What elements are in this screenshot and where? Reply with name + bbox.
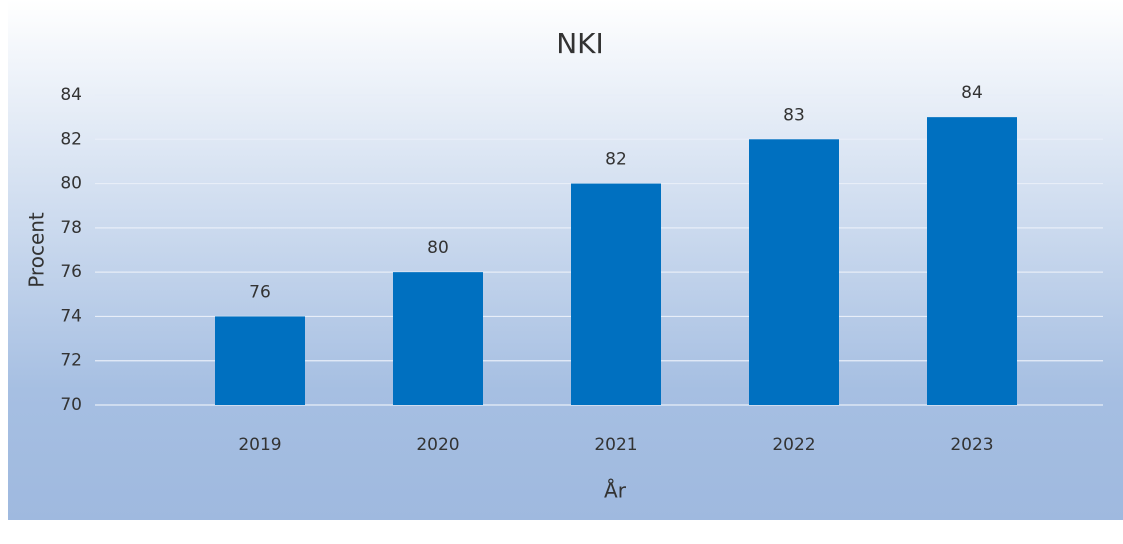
y-tick-label: 84 — [60, 85, 82, 105]
bar — [215, 316, 305, 405]
y-tick-label: 78 — [60, 218, 82, 238]
x-tick-label: 2023 — [950, 435, 993, 455]
data-label: 83 — [783, 105, 805, 125]
x-axis-label: År — [604, 479, 627, 503]
bar — [749, 139, 839, 406]
data-label: 76 — [249, 282, 271, 302]
chart-title: NKI — [556, 27, 604, 60]
x-tick-label: 2019 — [238, 435, 281, 455]
y-axis-label: Procent — [25, 212, 49, 288]
y-tick-label: 70 — [60, 395, 82, 415]
y-tick-label: 74 — [60, 306, 82, 326]
bar — [927, 117, 1017, 406]
bar — [393, 272, 483, 405]
x-tick-label: 2021 — [594, 435, 637, 455]
y-tick-label: 72 — [60, 351, 82, 371]
y-tick-label: 76 — [60, 262, 82, 282]
y-tick-label: 82 — [60, 129, 82, 149]
data-label: 80 — [427, 238, 449, 258]
bar — [571, 183, 661, 405]
y-tick-label: 80 — [60, 174, 82, 194]
data-label: 82 — [605, 150, 627, 170]
x-tick-label: 2022 — [772, 435, 815, 455]
x-tick-label: 2020 — [416, 435, 459, 455]
data-label: 84 — [961, 83, 983, 103]
